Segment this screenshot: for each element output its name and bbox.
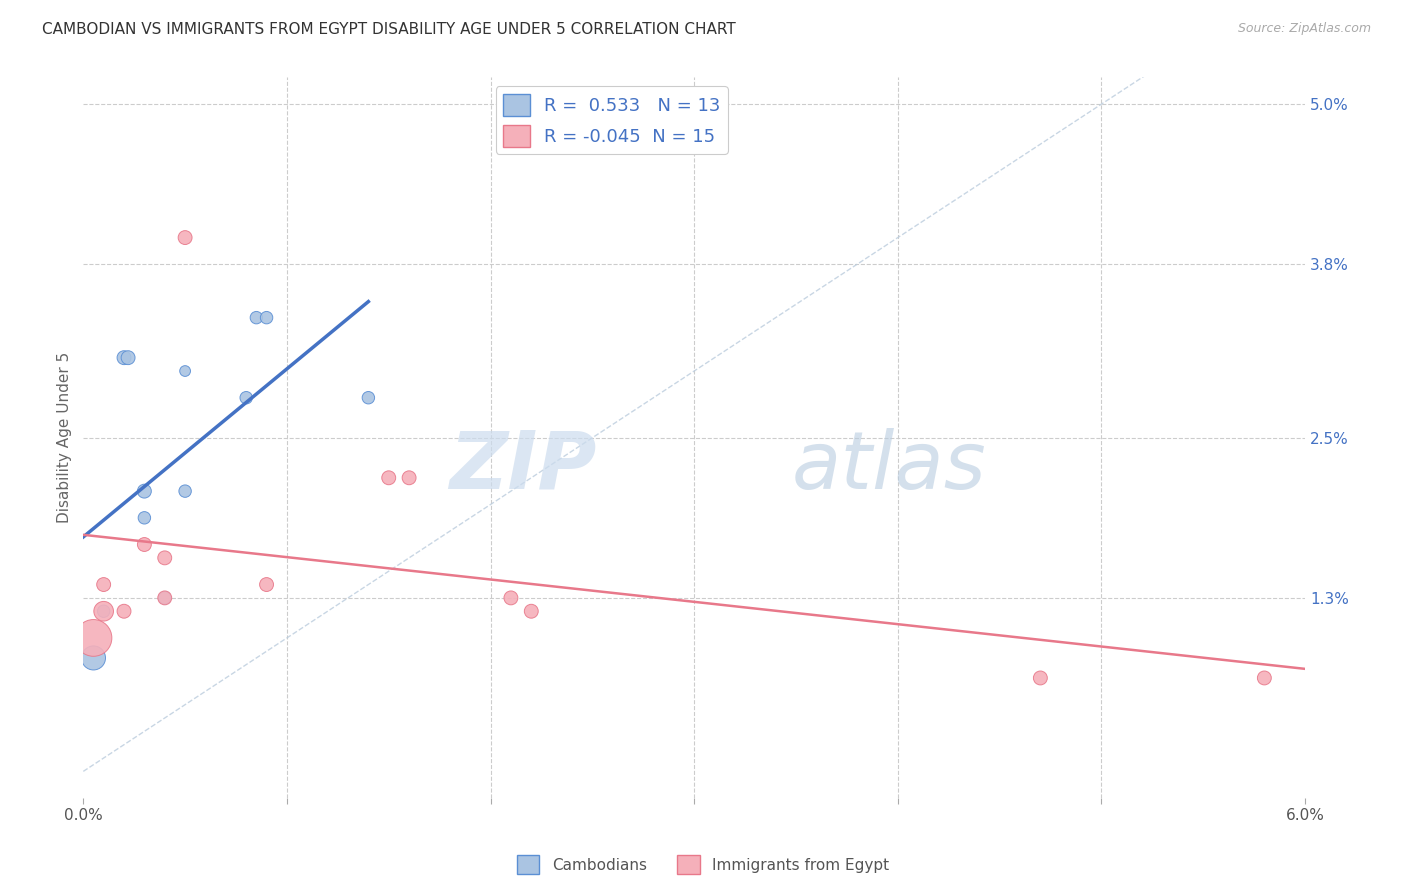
Point xyxy=(134,537,156,551)
Point xyxy=(153,591,176,605)
Text: atlas: atlas xyxy=(792,427,987,506)
Point xyxy=(93,604,115,618)
Legend: Cambodians, Immigrants from Egypt: Cambodians, Immigrants from Egypt xyxy=(510,849,896,880)
Legend: R =  0.533   N = 13, R = -0.045  N = 15: R = 0.533 N = 13, R = -0.045 N = 15 xyxy=(495,87,728,154)
Point xyxy=(153,550,176,565)
Point xyxy=(174,230,197,244)
Point xyxy=(245,310,267,325)
Y-axis label: Disability Age Under 5: Disability Age Under 5 xyxy=(58,352,72,524)
Point xyxy=(112,604,135,618)
Point xyxy=(357,391,380,405)
Text: ZIP: ZIP xyxy=(449,427,596,506)
Text: CAMBODIAN VS IMMIGRANTS FROM EGYPT DISABILITY AGE UNDER 5 CORRELATION CHART: CAMBODIAN VS IMMIGRANTS FROM EGYPT DISAB… xyxy=(42,22,735,37)
Text: Source: ZipAtlas.com: Source: ZipAtlas.com xyxy=(1237,22,1371,36)
Point xyxy=(256,577,278,591)
Point xyxy=(174,484,197,499)
Point xyxy=(398,471,420,485)
Point xyxy=(499,591,522,605)
Point xyxy=(93,577,115,591)
Point xyxy=(1029,671,1052,685)
Point xyxy=(377,471,399,485)
Point xyxy=(93,604,115,618)
Point xyxy=(1253,671,1275,685)
Point xyxy=(82,631,104,645)
Point xyxy=(82,651,104,665)
Point xyxy=(117,351,139,365)
Point xyxy=(235,391,257,405)
Point xyxy=(134,484,156,499)
Point xyxy=(112,351,135,365)
Point xyxy=(174,364,197,378)
Point xyxy=(520,604,543,618)
Point xyxy=(153,591,176,605)
Point xyxy=(256,310,278,325)
Point xyxy=(134,511,156,525)
